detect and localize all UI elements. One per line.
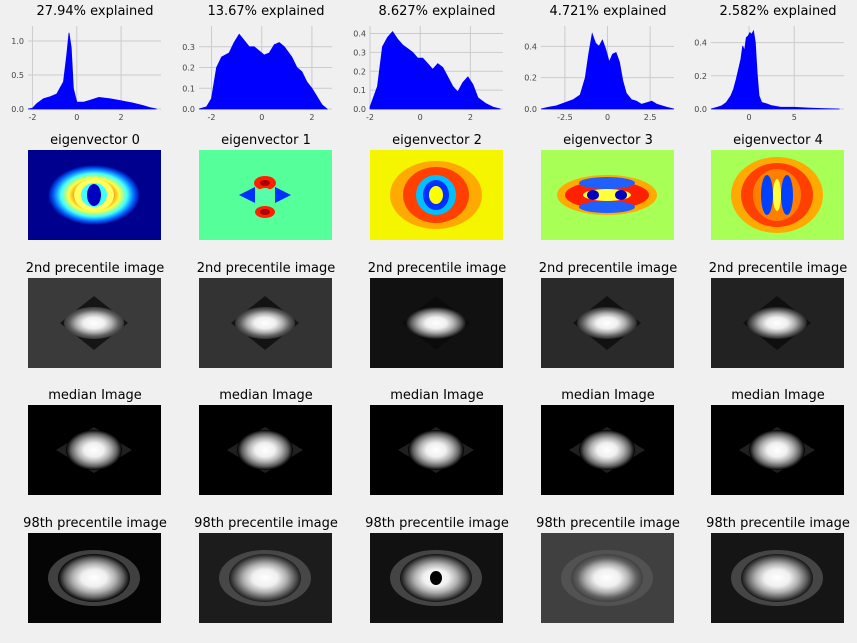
y-tick-label-1: 0.2 bbox=[524, 74, 537, 83]
image-panel-r1-c1 bbox=[199, 278, 332, 368]
y-tick-label-0: 0.0 bbox=[353, 105, 366, 114]
x-tick-label-2: 2 bbox=[119, 113, 124, 122]
panel-title-r0-c0: eigenvector 0 bbox=[50, 133, 140, 148]
y-tick-label-0: 0.0 bbox=[182, 105, 195, 114]
y-tick-label-2: 0.2 bbox=[182, 64, 195, 73]
panel-title-r3-c1: 98th precentile image bbox=[194, 516, 338, 531]
image-panel-r2-c4 bbox=[711, 405, 844, 495]
image-panel-r2-c1 bbox=[199, 405, 332, 495]
y-tick-label-3: 0.3 bbox=[353, 48, 366, 57]
x-tick-label-1: 5 bbox=[792, 113, 797, 122]
y-tick-label-1: 0.2 bbox=[694, 72, 707, 81]
panel-title-r2-c2: median Image bbox=[390, 388, 484, 403]
x-tick-label-2: 2 bbox=[309, 113, 314, 122]
kde-plot-1: 0.0 0.1 0.2 0.3 -2 0 2 bbox=[182, 26, 332, 122]
image-panel-r3-c1 bbox=[199, 533, 332, 623]
panel-title-r3-c0: 98th precentile image bbox=[23, 516, 167, 531]
kde-area-1 bbox=[198, 33, 329, 110]
y-tick-label-1: 0.1 bbox=[353, 86, 366, 95]
kde-area-3 bbox=[540, 32, 675, 110]
kde-area-0 bbox=[27, 32, 157, 110]
image-panel-r2-c0 bbox=[28, 405, 161, 495]
panel-title-r1-c2: 2nd precentile image bbox=[367, 261, 507, 276]
y-tick-label-4: 0.4 bbox=[353, 30, 366, 39]
image-panel-r0-c0 bbox=[28, 150, 161, 240]
panel-title-r0-c1: eigenvector 1 bbox=[221, 133, 311, 148]
kde-plot-0: 0.0 0.5 1.0 -2 0 2 bbox=[11, 26, 161, 122]
x-tick-label-0: -2 bbox=[28, 113, 36, 122]
x-tick-label-0: -2 bbox=[366, 113, 374, 122]
panel-title-r1-c4: 2nd precentile image bbox=[708, 261, 848, 276]
y-tick-label-1: 0.5 bbox=[11, 71, 24, 80]
x-tick-label-1: 0 bbox=[418, 113, 423, 122]
kde-title-2: 8.627% explained bbox=[378, 4, 496, 19]
panel-title-r3-c2: 98th precentile image bbox=[365, 516, 509, 531]
image-panel-r3-c3 bbox=[541, 533, 674, 623]
image-panel-r1-c4 bbox=[711, 278, 844, 368]
plot-area bbox=[28, 26, 161, 109]
panel-title-r0-c3: eigenvector 3 bbox=[563, 133, 653, 148]
x-tick-label-1: 0 bbox=[605, 113, 610, 122]
image-panel-r0-c3 bbox=[541, 150, 674, 240]
kde-title-4: 2.582% explained bbox=[719, 4, 837, 19]
y-tick-label-2: 0.4 bbox=[694, 39, 707, 48]
y-tick-label-0: 0.0 bbox=[694, 105, 707, 114]
image-panel-r0-c2 bbox=[370, 150, 503, 240]
y-tick-label-2: 0.2 bbox=[353, 67, 366, 76]
panel-title-r1-c0: 2nd precentile image bbox=[25, 261, 165, 276]
image-panel-r1-c2 bbox=[370, 278, 503, 368]
y-tick-label-2: 0.4 bbox=[524, 42, 537, 51]
kde-plot-4: 0.0 0.2 0.4 0 5 bbox=[694, 26, 844, 122]
panel-title-r1-c3: 2nd precentile image bbox=[538, 261, 678, 276]
kde-plot-3: 0.0 0.2 0.4 -2.5 0 2.5 bbox=[524, 26, 675, 122]
panel-title-r3-c4: 98th precentile image bbox=[706, 516, 850, 531]
y-tick-label-1: 0.1 bbox=[182, 84, 195, 93]
kde-title-3: 4.721% explained bbox=[549, 4, 667, 19]
image-panel-r3-c4 bbox=[711, 533, 844, 623]
panel-title-r0-c4: eigenvector 4 bbox=[733, 133, 823, 148]
image-panel-r3-c0 bbox=[28, 533, 161, 623]
image-panel-r0-c4 bbox=[711, 150, 844, 240]
y-tick-label-3: 0.3 bbox=[182, 43, 195, 52]
kde-title-0: 27.94% explained bbox=[36, 4, 154, 19]
kde-plot-2: 0.0 0.1 0.2 0.3 0.4 -2 0 2 bbox=[353, 26, 503, 122]
x-tick-label-0: 0 bbox=[746, 113, 751, 122]
panel-title-r3-c3: 98th precentile image bbox=[536, 516, 680, 531]
image-panel-r1-c0 bbox=[28, 278, 161, 368]
x-tick-label-1: 0 bbox=[74, 113, 79, 122]
x-tick-label-0: -2.5 bbox=[557, 113, 573, 122]
panel-title-r1-c1: 2nd precentile image bbox=[196, 261, 336, 276]
panel-title-r2-c4: median Image bbox=[731, 388, 825, 403]
panel-title-r2-c1: median Image bbox=[219, 388, 313, 403]
panel-title-r2-c0: median Image bbox=[48, 388, 142, 403]
kde-area-4 bbox=[710, 29, 840, 110]
x-tick-label-0: -2 bbox=[208, 113, 216, 122]
kde-area-2 bbox=[369, 31, 501, 110]
y-tick-label-0: 0.0 bbox=[11, 105, 24, 114]
x-tick-label-1: 0 bbox=[259, 113, 264, 122]
panel-title-r0-c2: eigenvector 2 bbox=[392, 133, 482, 148]
image-panel-r1-c3 bbox=[541, 278, 674, 368]
y-tick-label-2: 1.0 bbox=[11, 37, 24, 46]
image-panel-r2-c3 bbox=[541, 405, 674, 495]
image-panel-r0-c1 bbox=[199, 150, 332, 240]
x-tick-label-2: 2.5 bbox=[644, 113, 657, 122]
kde-title-1: 13.67% explained bbox=[207, 4, 325, 19]
y-tick-label-0: 0.0 bbox=[524, 105, 537, 114]
panel-title-r2-c3: median Image bbox=[561, 388, 655, 403]
image-panel-r3-c2 bbox=[370, 533, 503, 623]
image-panel-r2-c2 bbox=[370, 405, 503, 495]
x-tick-label-2: 2 bbox=[468, 113, 473, 122]
